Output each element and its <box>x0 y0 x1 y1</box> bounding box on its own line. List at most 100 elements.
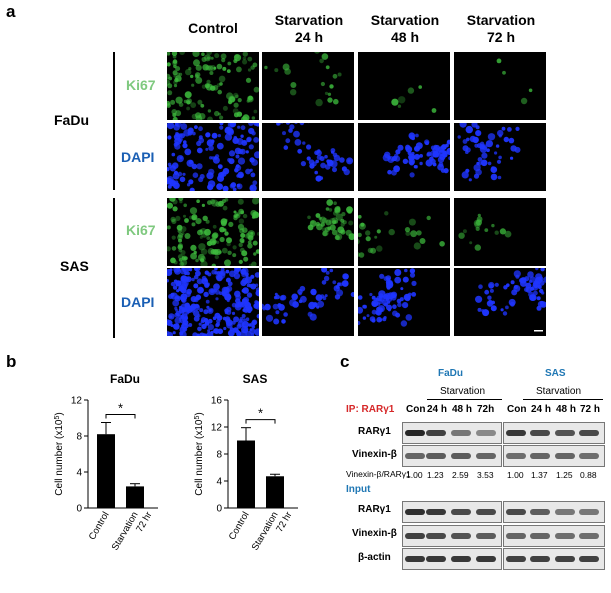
input-row-label-rar: RARγ1 <box>358 504 391 515</box>
blot-band <box>451 430 471 436</box>
micrograph-fadu-ki67-starv-72 <box>454 52 546 120</box>
fadu-ratio-value: 3.53 <box>477 470 494 480</box>
sas-sig-star: * <box>258 406 263 421</box>
fadu-bar-chart: Cell number (x105) 0 4 8 12 ControlStarvation… <box>54 396 158 553</box>
sas-starvation-line <box>523 399 603 400</box>
blot-band <box>555 556 575 562</box>
sas-blot-ip-vinexin <box>503 445 605 467</box>
sas-sig-bracket <box>245 419 276 424</box>
fadu-ytick-label: 8 <box>76 432 82 443</box>
ip-row-label-vinexin: Vinexin-β <box>352 449 397 460</box>
sas-blot-input-actin <box>503 548 605 570</box>
micrograph-sas-ki67-starv-24 <box>262 198 354 266</box>
blot-band <box>530 430 550 436</box>
blot-band <box>426 533 446 539</box>
ip-label: IP: RARγ1 <box>346 404 395 415</box>
fadu-blot-input-vinexin <box>402 525 502 547</box>
sas-ytick-label: 12 <box>211 423 223 434</box>
blot-band <box>476 453 496 459</box>
blot-band <box>451 509 471 515</box>
fadu-ratio-value: 1.00 <box>406 470 423 480</box>
fadu-blot-input-rar <box>402 501 502 523</box>
micrograph-fadu-ki67-starv-48 <box>358 52 450 120</box>
blot-band <box>506 509 526 515</box>
fadu-y-axis-label: Cell number (x105) <box>54 412 66 495</box>
sas-lane-label: Con <box>507 404 527 415</box>
micrograph-fadu-dapi-starv-72 <box>454 123 546 191</box>
micrograph-sas-dapi-starv-24 <box>262 268 354 336</box>
blot-band <box>506 453 526 459</box>
blot-band <box>530 533 550 539</box>
blot-band <box>555 533 575 539</box>
fadu-blot-ip-rar <box>402 422 502 444</box>
fadu-xtick-label-1-0: Starvation <box>110 510 141 553</box>
sas-ratio-value: 1.00 <box>507 470 524 480</box>
fadu-lane-label: 72h <box>477 404 495 415</box>
blot-band <box>426 509 446 515</box>
blot-band <box>579 509 599 515</box>
col-head-starv-72: Starvation 72 h <box>466 12 536 45</box>
blot-band <box>405 556 425 562</box>
sas-bar-chart: Cell number (x105) 0 4 8 12 16 ControlStarvati… <box>194 396 298 553</box>
fadu-bar-1 <box>126 486 144 508</box>
fadu-chart-title: FaDu <box>110 372 140 386</box>
fadu-ratio-value: 1.23 <box>427 470 444 480</box>
col-head-starv-24: Starvation 24 h <box>274 12 344 45</box>
blot-band <box>555 453 575 459</box>
sas-lane-label: 24 h <box>531 404 552 415</box>
panel-c-letter: c <box>340 352 350 371</box>
blot-band <box>405 430 425 436</box>
fadu-blot-title: FaDu <box>438 368 463 379</box>
blot-band <box>530 509 550 515</box>
fadu-blot-ip-vinexin <box>402 445 502 467</box>
fadu-sig-star: * <box>118 401 123 416</box>
micrograph-sas-ki67-starv-48 <box>358 198 450 266</box>
sas-ytick-label: 16 <box>211 396 223 407</box>
stain-label-dapi-sas: DAPI <box>121 294 155 310</box>
col-head-starv-48: Starvation 48 h <box>370 12 440 45</box>
blot-band <box>405 533 425 539</box>
micrograph-fadu-dapi-control <box>167 123 259 191</box>
micrograph-fadu-ki67-control <box>167 52 259 120</box>
sas-lane-label: 48 h <box>556 404 577 415</box>
fadu-lane-label: 24 h <box>427 404 448 415</box>
micrograph-fadu-ki67-starv-24 <box>262 52 354 120</box>
sas-ratio-value: 1.37 <box>531 470 548 480</box>
blot-band <box>451 556 471 562</box>
ratio-label: Vinexin-β/RARγ1 <box>346 469 411 479</box>
sas-ytick-label: 8 <box>216 450 222 461</box>
panel-a-letter: a <box>6 2 16 21</box>
micrograph-sas-dapi-starv-48 <box>358 268 450 336</box>
fadu-ratio-value: 2.59 <box>452 470 469 480</box>
micrograph-sas-dapi-control <box>167 268 259 336</box>
blot-band <box>426 556 446 562</box>
blot-band <box>426 453 446 459</box>
fadu-xtick-label-0-0: Control <box>87 510 112 542</box>
sas-ytick-label: 4 <box>216 477 222 488</box>
micrograph-fadu-dapi-starv-24 <box>262 123 354 191</box>
blot-band <box>579 430 599 436</box>
stain-label-dapi-fadu: DAPI <box>121 149 155 165</box>
sas-chart-title: SAS <box>242 372 268 386</box>
blot-band <box>405 509 425 515</box>
fadu-lane-label: 48 h <box>452 404 473 415</box>
stain-label-ki67-fadu: Ki67 <box>126 77 156 93</box>
sas-starvation-label: Starvation <box>536 386 582 397</box>
micrograph-fadu-dapi-starv-48 <box>358 123 450 191</box>
sas-xtick-label-0-0: Control <box>227 510 252 542</box>
blot-band <box>579 453 599 459</box>
ip-row-label-rar: RARγ1 <box>358 426 391 437</box>
sas-y-axis-label: Cell number (x105) <box>194 412 206 495</box>
blot-band <box>476 533 496 539</box>
sas-blot-title: SAS <box>545 368 566 379</box>
col-head-control: Control <box>188 20 238 36</box>
blot-band <box>579 533 599 539</box>
sas-bar-0 <box>237 440 255 508</box>
sas-blot-input-vinexin <box>503 525 605 547</box>
stain-label-ki67-sas: Ki67 <box>126 222 156 238</box>
blot-band <box>579 556 599 562</box>
sas-xtick-label-1-0: Starvation <box>250 510 281 553</box>
micrograph-sas-ki67-control <box>167 198 259 266</box>
sas-ratio-value: 0.88 <box>580 470 597 480</box>
fadu-starvation-line <box>427 399 502 400</box>
